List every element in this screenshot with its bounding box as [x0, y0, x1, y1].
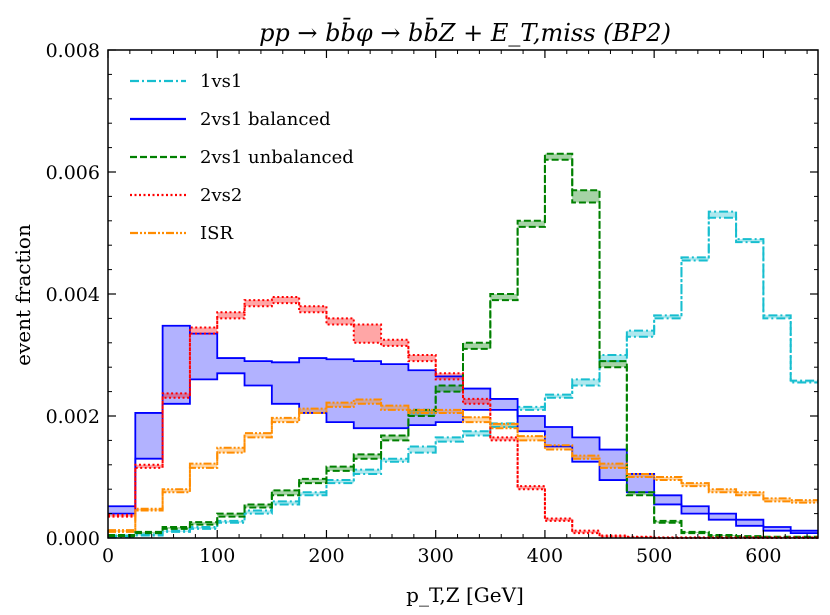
chart-title: pp → bb̄φ → bb̄Z + E_T,miss (BP2) [259, 18, 671, 47]
line-2vs1-balanced-lower [108, 372, 818, 535]
legend: 1vs1 2vs1 balanced 2vs1 unbalanced 2vs2 ISR [130, 71, 354, 244]
x-tick-label: 300 [418, 545, 454, 567]
x-tick-label: 0 [102, 545, 114, 567]
legend-label: 2vs1 balanced [200, 109, 331, 130]
axis-ticks [107, 49, 818, 539]
line-1vs1-upper [108, 210, 818, 537]
y-tick-label: 0.008 [46, 40, 100, 62]
legend-label: ISR [200, 223, 233, 244]
legend-label: 1vs1 [200, 71, 242, 92]
x-tick-label: 100 [199, 545, 235, 567]
axis-tick-labels: 0 100 200 300 400 500 600 0.000 0.002 0.004 0.006 0… [46, 40, 782, 567]
legend-label: 2vs1 unbalanced [200, 147, 354, 168]
x-tick-label: 500 [636, 545, 672, 567]
legend-label: 2vs2 [200, 185, 242, 206]
x-tick-label: 600 [745, 545, 781, 567]
y-axis-label: event fraction [11, 224, 35, 366]
x-tick-label: 200 [308, 545, 344, 567]
y-tick-label: 0.002 [46, 406, 100, 428]
line-isr-lower [108, 402, 818, 533]
band-2vs1-balanced [108, 325, 818, 534]
x-axis-label: p_T,Z [GeV] [406, 583, 524, 607]
line-2vs2-upper [108, 296, 818, 539]
line-isr-upper [108, 398, 818, 532]
line-1vs1-lower [108, 216, 818, 538]
series-lines [108, 152, 818, 539]
line-2vs2-lower [108, 302, 818, 539]
y-tick-label: 0.006 [46, 162, 100, 184]
y-tick-label: 0.004 [46, 284, 100, 306]
y-tick-label: 0.000 [46, 528, 100, 550]
x-tick-label: 400 [527, 545, 563, 567]
